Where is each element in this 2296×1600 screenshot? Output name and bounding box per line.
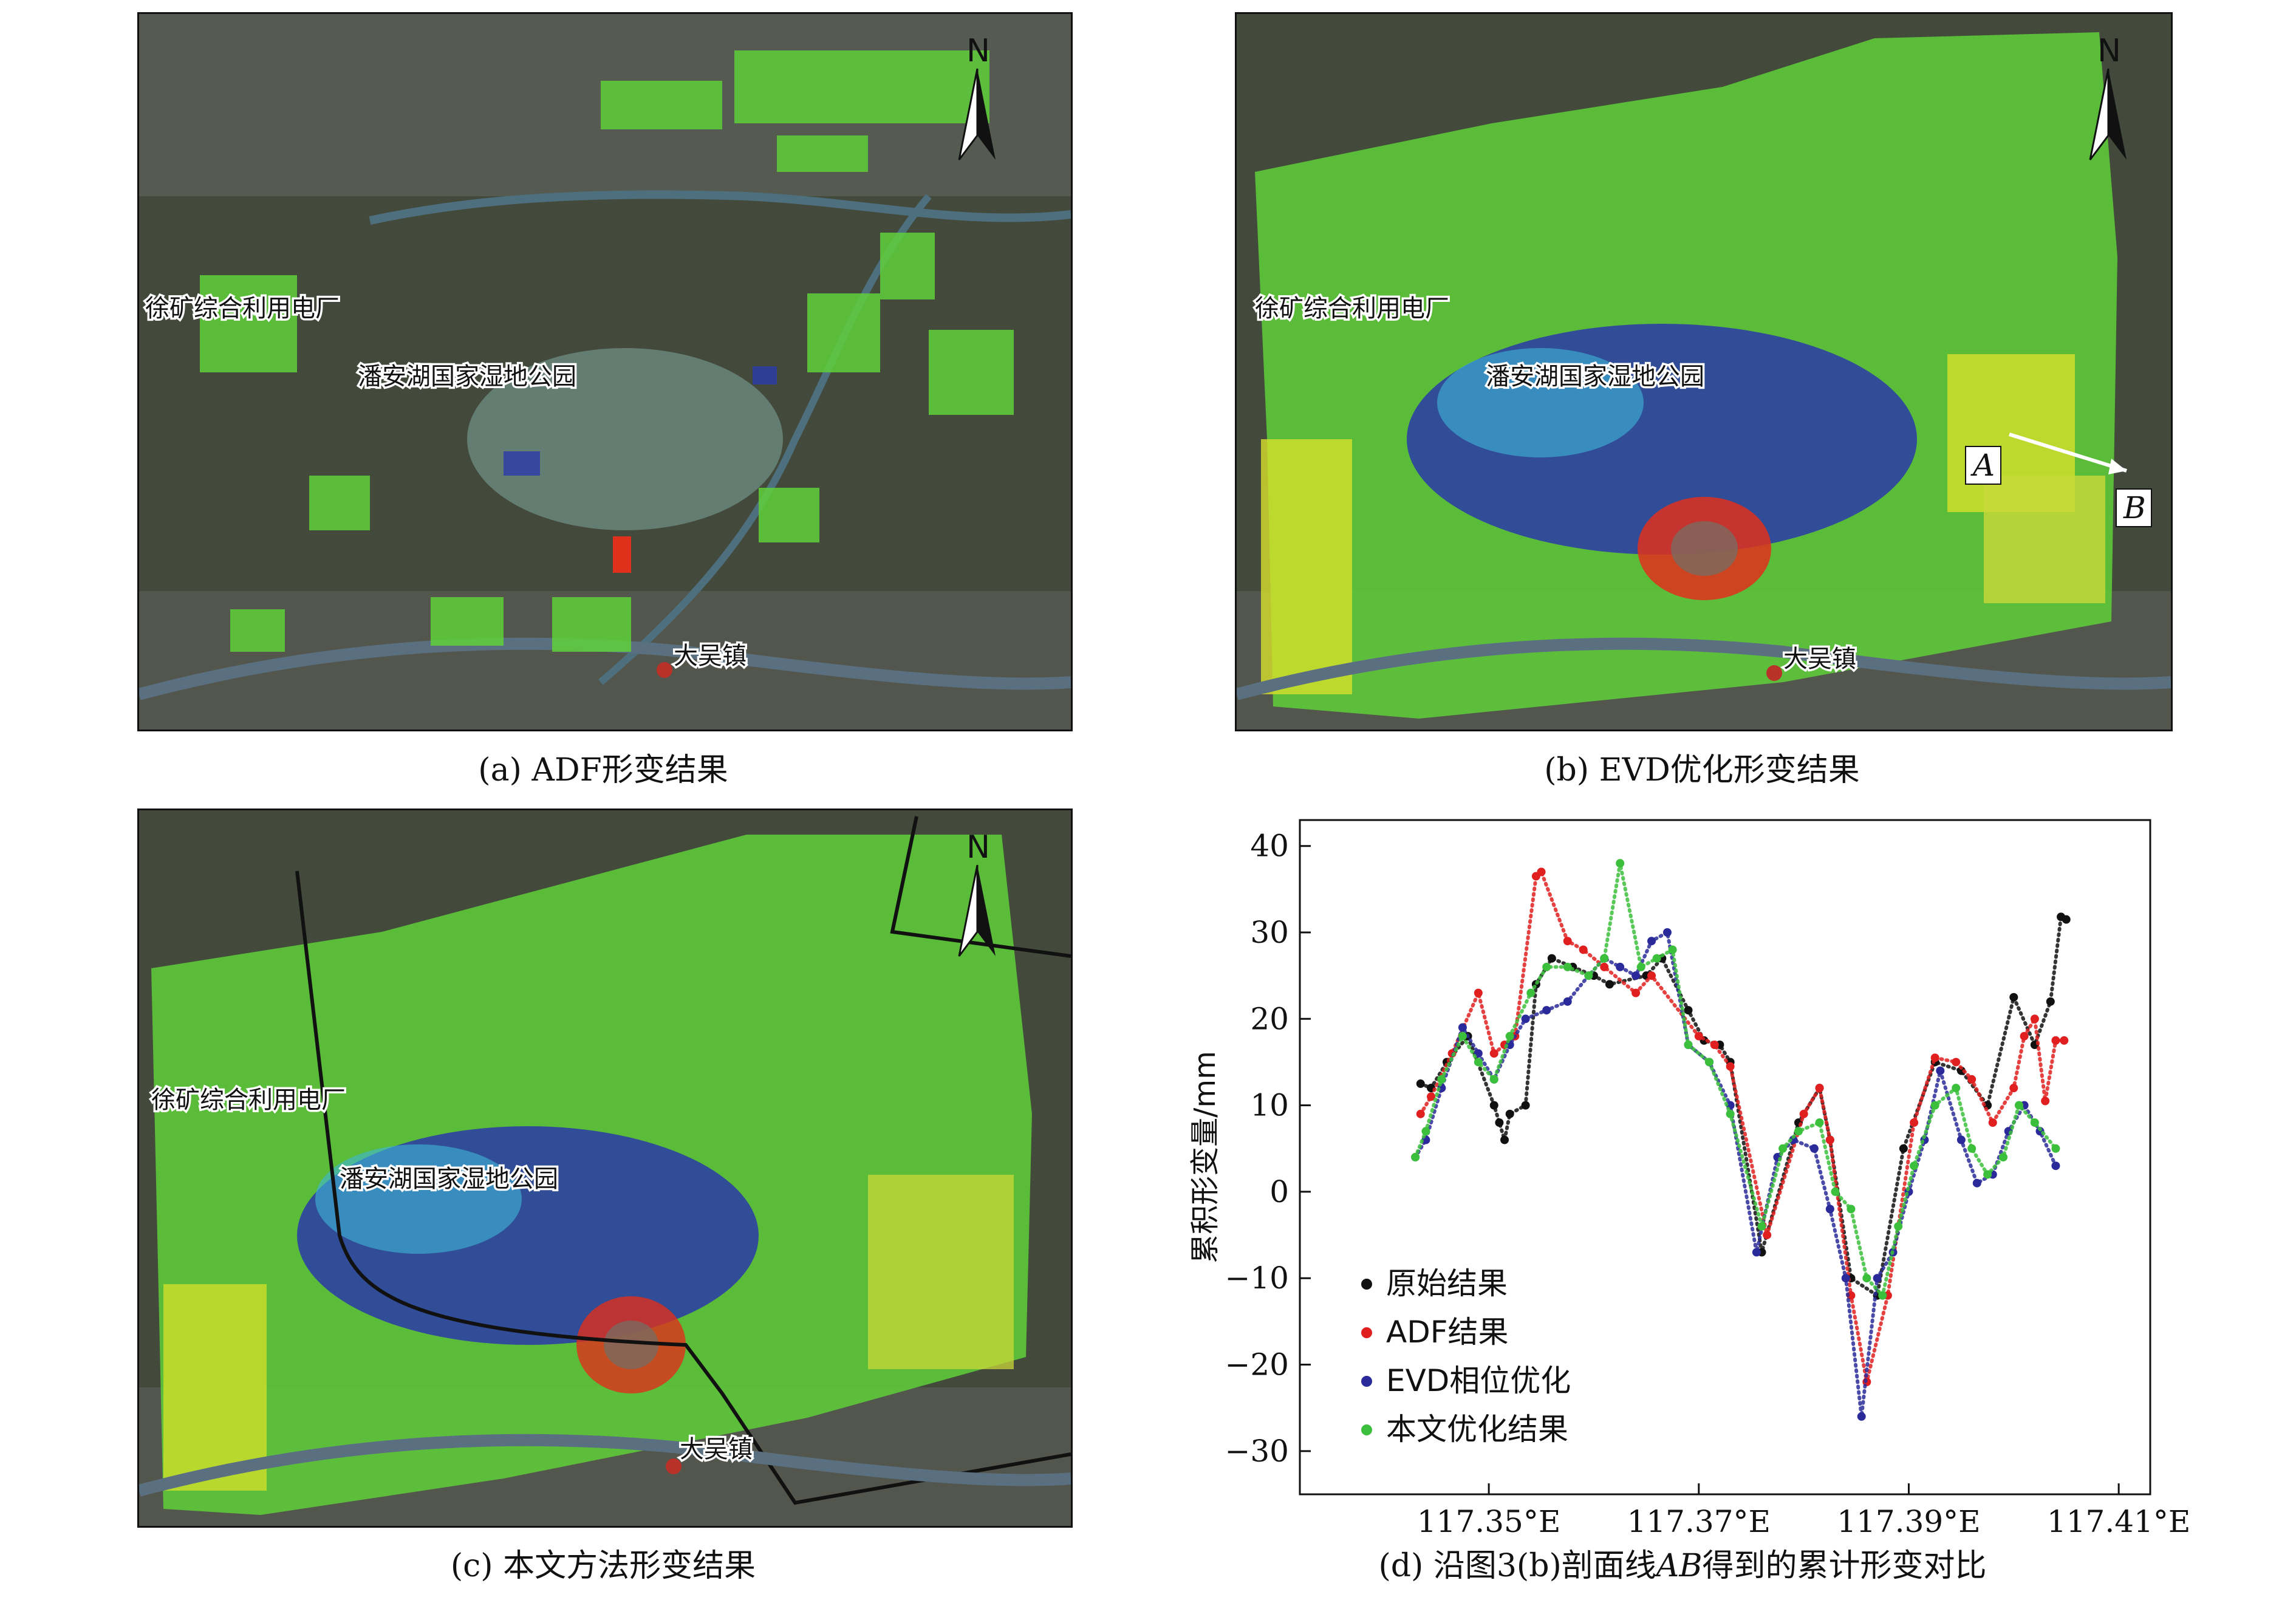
- y-tick-label: −20: [1225, 1347, 1289, 1383]
- caption-d: (d) 沿图3(b)剖面线AB得到的累计形变对比: [1166, 1540, 2199, 1585]
- svg-text:N: N: [966, 829, 990, 866]
- town-marker: [657, 662, 672, 678]
- legend-marker: [1361, 1424, 1372, 1435]
- legend-marker: [1361, 1327, 1372, 1338]
- map-panel-a: 徐矿综合利用电厂 潘安湖国家湿地公园 大吴镇 N: [137, 12, 1073, 731]
- profile-chart-svg: 117.35°E 117.37°E 117.39°E 117.41°E −30 −20 −1…: [1188, 819, 2190, 1539]
- x-tick-label: 117.37°E: [1627, 1504, 1771, 1537]
- profile-line-ab: [2009, 432, 2127, 473]
- legend-marker: [1361, 1376, 1372, 1387]
- legend-label: 本文优化结果: [1386, 1412, 1568, 1447]
- power-plant-label: 徐矿综合利用电厂: [145, 295, 340, 323]
- legend-label: 原始结果: [1386, 1266, 1508, 1301]
- plot-frame: [1299, 819, 2151, 1496]
- caption-d-italic: AB: [1656, 1548, 1703, 1584]
- town-marker: [1766, 665, 1782, 681]
- town-marker: [666, 1458, 682, 1474]
- x-tick-label: 117.35°E: [1417, 1504, 1560, 1537]
- svg-text:N: N: [966, 33, 990, 69]
- series-trace: [1413, 863, 2058, 1299]
- y-tick-label: −30: [1225, 1434, 1289, 1469]
- caption-d-prefix: (d) 沿图3(b)剖面线: [1378, 1548, 1656, 1584]
- park-label: 潘安湖国家湿地公园: [1486, 363, 1704, 391]
- park-label: 潘安湖国家湿地公园: [358, 363, 576, 391]
- y-axis-title: 累积形变量/mm: [1188, 1051, 1222, 1263]
- x-tick-label: 117.39°E: [1837, 1504, 1980, 1537]
- point-a-label: A: [1970, 448, 1995, 483]
- legend-marker: [1361, 1279, 1372, 1290]
- railway-line: [295, 870, 1071, 1505]
- map-a-canvas: 徐矿综合利用电厂 潘安湖国家湿地公园 大吴镇 N: [139, 14, 1071, 730]
- power-plant-label: 徐矿综合利用电厂: [1255, 295, 1449, 323]
- town-label: 大吴镇: [674, 642, 747, 670]
- legend-label: ADF结果: [1386, 1315, 1508, 1350]
- caption-d-suffix: 得到的累计形变对比: [1702, 1548, 1987, 1584]
- y-tick-label: 0: [1269, 1174, 1289, 1209]
- map-b-canvas: 徐矿综合利用电厂 潘安湖国家湿地公园 大吴镇 A B N: [1237, 14, 2171, 730]
- map-c-canvas: 徐矿综合利用电厂 潘安湖国家湿地公园 大吴镇 N: [139, 810, 1071, 1526]
- svg-text:N: N: [2097, 33, 2121, 69]
- series-3: [1411, 859, 2060, 1300]
- y-tick-label: 40: [1250, 829, 1289, 864]
- series-trace: [1418, 914, 2068, 1299]
- caption-b: (b) EVD优化形变结果: [1544, 752, 1860, 788]
- y-tick-label: −10: [1225, 1260, 1289, 1296]
- caption-c: (c) 本文方法形变结果: [450, 1548, 756, 1584]
- y-tick-label: 20: [1250, 1001, 1289, 1036]
- lake-a: [467, 348, 783, 530]
- data-point: [2060, 1036, 2069, 1045]
- profile-chart: 117.35°E 117.37°E 117.39°E 117.41°E −30 −20 −1…: [1166, 796, 2199, 1539]
- map-panel-c: 徐矿综合利用电厂 潘安湖国家湿地公园 大吴镇 N: [137, 809, 1073, 1528]
- series-0: [1416, 912, 2071, 1300]
- x-tick-label: 117.41°E: [2047, 1504, 2190, 1537]
- park-label: 潘安湖国家湿地公园: [340, 1165, 558, 1193]
- series-trace: [1413, 929, 2058, 1417]
- y-tick-label: 10: [1250, 1088, 1289, 1123]
- north-arrow-icon: N: [2089, 33, 2127, 160]
- power-plant-label: 徐矿综合利用电厂: [151, 1086, 346, 1114]
- north-arrow-icon: N: [958, 33, 996, 160]
- point-b-label: B: [2123, 490, 2146, 525]
- y-tick-label: 30: [1250, 915, 1289, 950]
- town-label: 大吴镇: [1783, 645, 1856, 673]
- town-label: 大吴镇: [680, 1435, 753, 1463]
- caption-a: (a) ADF形变结果: [478, 752, 728, 788]
- legend-label: EVD相位优化: [1386, 1363, 1571, 1398]
- north-arrow-icon: N: [958, 829, 996, 957]
- map-panel-b: 徐矿综合利用电厂 潘安湖国家湿地公园 大吴镇 A B N: [1235, 12, 2173, 731]
